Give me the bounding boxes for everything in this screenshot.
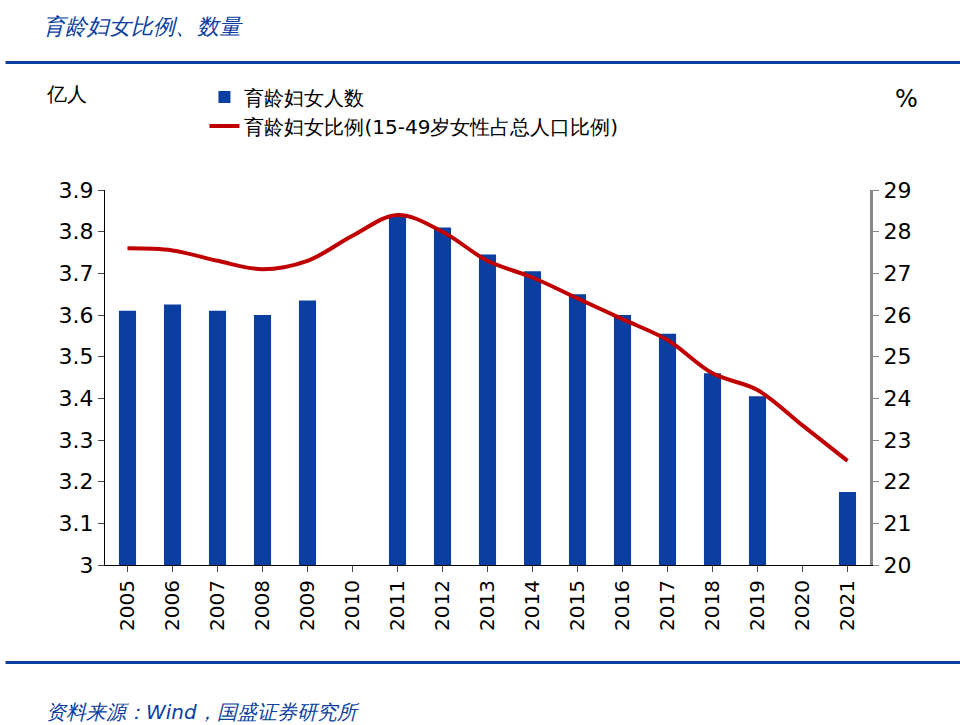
svg-text:2018: 2018 [700,580,724,631]
svg-text:2017: 2017 [655,580,679,631]
svg-text:2005: 2005 [115,580,139,631]
svg-text:2011: 2011 [385,580,409,631]
svg-text:2021: 2021 [835,580,859,631]
svg-text:26: 26 [883,303,911,328]
svg-text:24: 24 [883,386,911,411]
svg-text:2012: 2012 [430,580,454,631]
svg-text:28: 28 [883,219,911,244]
svg-text:亿人: 亿人 [46,82,87,106]
svg-text:2008: 2008 [250,580,274,631]
svg-text:22: 22 [883,469,911,494]
svg-text:20: 20 [883,553,911,578]
svg-text:3.6: 3.6 [59,303,94,328]
svg-text:2006: 2006 [160,580,184,631]
svg-text:2010: 2010 [340,580,364,631]
svg-text:29: 29 [883,178,911,203]
svg-text:育龄妇女比例、数量: 育龄妇女比例、数量 [43,14,243,39]
svg-text:育龄妇女比例(15-49岁女性占总人口比例): 育龄妇女比例(15-49岁女性占总人口比例) [244,115,618,139]
svg-text:2019: 2019 [745,580,769,631]
svg-text:2013: 2013 [475,580,499,631]
svg-text:23: 23 [883,428,911,453]
svg-text:2009: 2009 [295,580,319,631]
svg-text:27: 27 [883,261,911,286]
svg-text:21: 21 [883,511,911,536]
svg-text:3.8: 3.8 [59,219,94,244]
svg-text:2020: 2020 [790,580,814,631]
svg-text:2014: 2014 [520,580,544,631]
svg-text:%: % [895,85,918,113]
svg-text:3.1: 3.1 [59,511,94,536]
svg-text:3.5: 3.5 [59,344,94,369]
svg-text:3.2: 3.2 [59,469,94,494]
svg-text:3: 3 [80,553,94,578]
svg-text:3.4: 3.4 [59,386,94,411]
svg-text:资料来源：Wind，国盛证券研究所: 资料来源：Wind，国盛证券研究所 [46,700,360,724]
svg-text:2016: 2016 [610,580,634,631]
svg-text:3.9: 3.9 [59,178,94,203]
svg-text:2007: 2007 [205,580,229,631]
svg-text:育龄妇女人数: 育龄妇女人数 [244,86,364,110]
svg-text:25: 25 [883,344,911,369]
svg-text:3.3: 3.3 [59,428,94,453]
svg-text:3.7: 3.7 [59,261,94,286]
svg-text:2015: 2015 [565,580,589,631]
